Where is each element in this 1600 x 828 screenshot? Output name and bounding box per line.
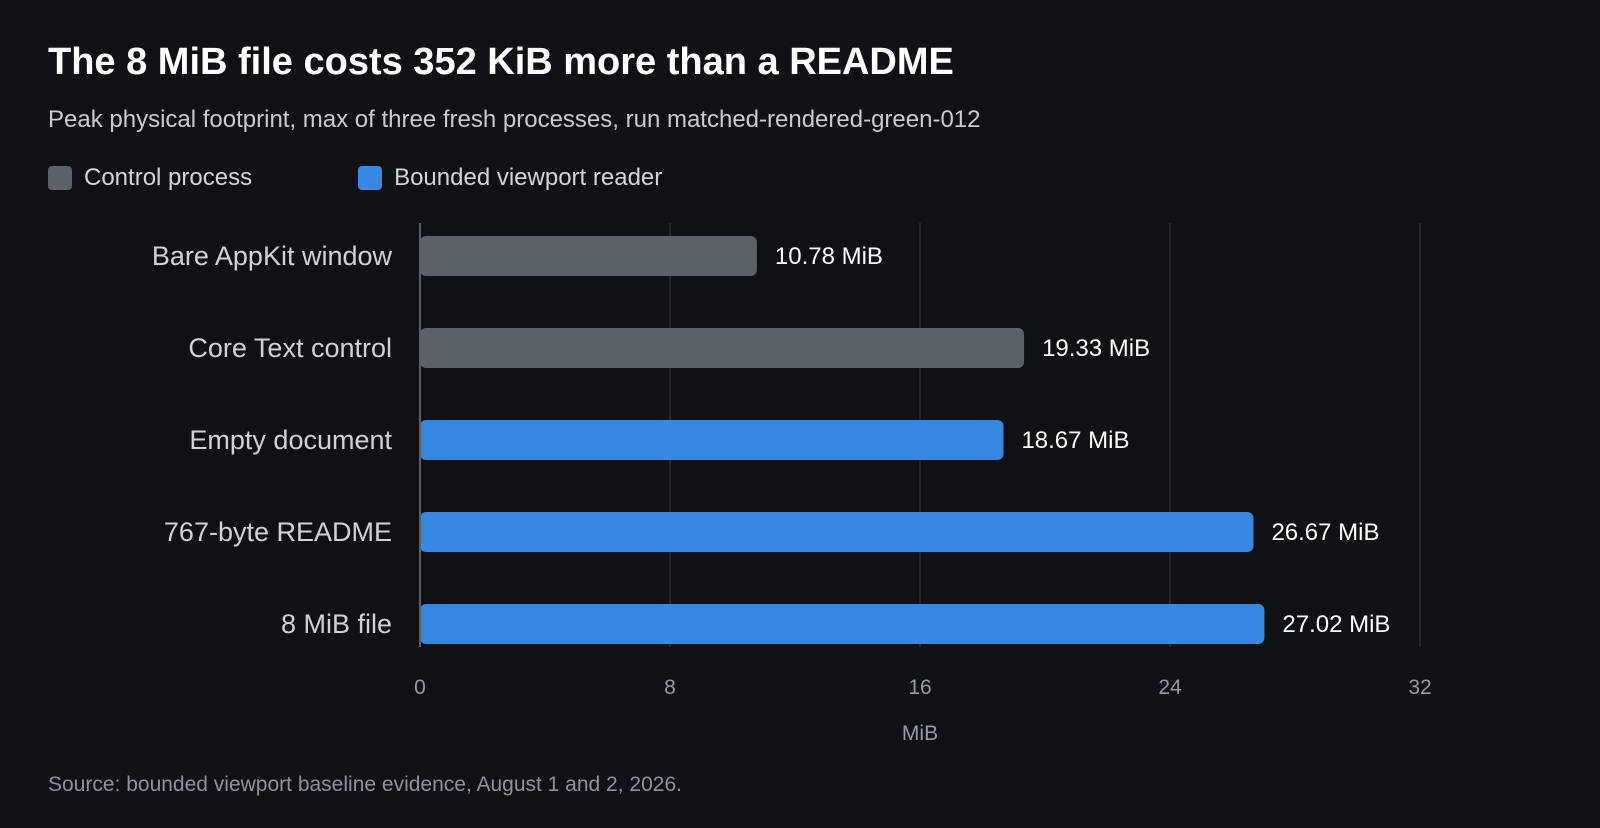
bar-empty-document [420,420,1004,460]
value-label-empty-document: 18.67 MiB [1021,427,1129,454]
source-note: Source: bounded viewport baseline eviden… [48,773,682,796]
x-tick-label-24: 24 [1158,676,1182,699]
category-label-8-mib-file: 8 MiB file [281,609,392,639]
value-label-767-byte-readme: 26.67 MiB [1271,519,1379,546]
bar-8-mib-file [420,604,1265,644]
x-tick-label-16: 16 [908,676,931,699]
x-tick-label-32: 32 [1408,676,1431,699]
chart-subtitle: Peak physical footprint, max of three fr… [48,106,981,133]
x-tick-label-8: 8 [664,676,676,699]
legend-swatch-control-process [48,166,72,191]
category-label-empty-document: Empty document [189,425,392,455]
legend-label-control-process: Control process [84,164,253,191]
legend-label-bounded-viewport-reader: Bounded viewport reader [394,164,663,191]
chart-legend: Control process Bounded viewport reader [48,164,662,193]
bar-core-text-control [420,328,1025,368]
bar-767-byte-readme [420,512,1254,552]
category-label-bare-appkit-window: Bare AppKit window [152,241,393,271]
legend-swatch-bounded-viewport-reader [358,166,383,191]
category-label-767-byte-readme: 767-byte README [164,517,392,547]
legend-item-bounded-viewport-reader: Bounded viewport reader [358,164,662,193]
value-label-8-mib-file: 27.02 MiB [1282,611,1390,638]
bar-bare-appkit-window [420,236,757,276]
category-label-core-text-control: Core Text control [188,333,392,363]
value-label-bare-appkit-window: 10.78 MiB [775,243,883,270]
x-tick-label-0: 0 [414,676,426,699]
legend-item-control-process: Control process [48,164,252,193]
value-label-core-text-control: 19.33 MiB [1042,335,1150,362]
chart-title: The 8 MiB file costs 352 KiB more than a… [48,41,954,83]
x-axis-title: MiB [902,722,938,745]
